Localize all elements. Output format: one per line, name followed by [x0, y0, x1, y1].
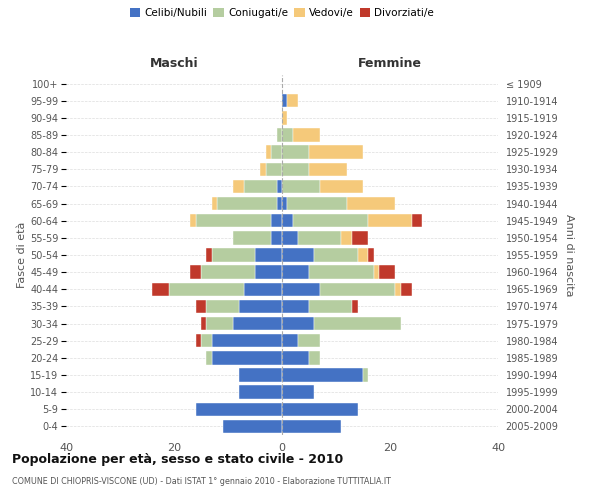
Bar [282, 368, 363, 382]
Bar [271, 146, 282, 159]
Bar [239, 300, 282, 313]
Bar [309, 162, 347, 176]
Bar [196, 300, 206, 313]
Bar [320, 180, 363, 193]
Bar [358, 248, 368, 262]
Bar [244, 282, 282, 296]
Bar [282, 94, 287, 108]
Bar [233, 180, 244, 193]
Bar [282, 420, 341, 433]
Bar [201, 317, 206, 330]
Bar [271, 214, 282, 228]
Bar [196, 334, 201, 347]
Text: COMUNE DI CHIOPRIS-VISCONE (UD) - Dati ISTAT 1° gennaio 2010 - Elaborazione TUTT: COMUNE DI CHIOPRIS-VISCONE (UD) - Dati I… [12, 478, 391, 486]
Bar [309, 300, 352, 313]
Bar [212, 197, 217, 210]
Bar [277, 197, 282, 210]
Bar [363, 368, 368, 382]
Bar [282, 180, 320, 193]
Bar [282, 266, 309, 279]
Bar [309, 266, 374, 279]
Bar [282, 197, 287, 210]
Bar [239, 386, 282, 399]
Bar [282, 402, 358, 416]
Bar [412, 214, 422, 228]
Bar [282, 248, 314, 262]
Bar [233, 231, 271, 244]
Bar [352, 300, 358, 313]
Bar [282, 214, 293, 228]
Bar [282, 231, 298, 244]
Bar [266, 146, 271, 159]
Bar [352, 231, 368, 244]
Bar [206, 300, 239, 313]
Bar [212, 334, 282, 347]
Bar [169, 282, 244, 296]
Bar [190, 214, 196, 228]
Bar [379, 266, 395, 279]
Bar [255, 266, 282, 279]
Bar [298, 231, 341, 244]
Bar [206, 248, 212, 262]
Bar [287, 94, 298, 108]
Text: Maschi: Maschi [149, 57, 199, 70]
Bar [282, 282, 320, 296]
Bar [196, 402, 282, 416]
Y-axis label: Anni di nascita: Anni di nascita [564, 214, 574, 296]
Bar [212, 351, 282, 364]
Bar [347, 197, 395, 210]
Bar [201, 334, 212, 347]
Y-axis label: Fasce di età: Fasce di età [17, 222, 27, 288]
Bar [260, 162, 266, 176]
Bar [320, 282, 395, 296]
Bar [190, 266, 201, 279]
Bar [277, 180, 282, 193]
Bar [277, 128, 282, 141]
Bar [206, 317, 233, 330]
Bar [152, 282, 169, 296]
Bar [282, 111, 287, 124]
Bar [282, 146, 309, 159]
Bar [255, 248, 282, 262]
Bar [293, 128, 320, 141]
Bar [217, 197, 277, 210]
Bar [271, 231, 282, 244]
Bar [287, 197, 347, 210]
Bar [282, 351, 309, 364]
Bar [206, 351, 212, 364]
Bar [282, 300, 309, 313]
Bar [239, 368, 282, 382]
Bar [196, 214, 271, 228]
Bar [282, 162, 309, 176]
Bar [341, 231, 352, 244]
Bar [309, 146, 363, 159]
Bar [282, 128, 293, 141]
Bar [374, 266, 379, 279]
Bar [401, 282, 412, 296]
Bar [368, 248, 374, 262]
Bar [233, 317, 282, 330]
Bar [395, 282, 401, 296]
Bar [314, 248, 358, 262]
Bar [368, 214, 412, 228]
Legend: Celibi/Nubili, Coniugati/e, Vedovi/e, Divorziati/e: Celibi/Nubili, Coniugati/e, Vedovi/e, Di… [130, 8, 434, 18]
Bar [212, 248, 255, 262]
Bar [282, 317, 314, 330]
Bar [298, 334, 320, 347]
Bar [282, 386, 314, 399]
Bar [201, 266, 255, 279]
Text: Femmine: Femmine [358, 57, 422, 70]
Bar [293, 214, 368, 228]
Bar [309, 351, 320, 364]
Bar [266, 162, 282, 176]
Bar [223, 420, 282, 433]
Bar [282, 334, 298, 347]
Bar [244, 180, 277, 193]
Text: Popolazione per età, sesso e stato civile - 2010: Popolazione per età, sesso e stato civil… [12, 452, 343, 466]
Bar [314, 317, 401, 330]
